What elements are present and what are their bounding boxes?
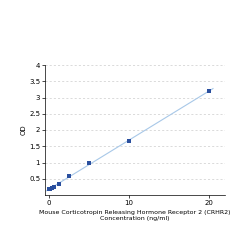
X-axis label: Mouse Corticotropin Releasing Hormone Receptor 2 (CRHR2)
Concentration (ng/ml): Mouse Corticotropin Releasing Hormone Re… [39, 210, 231, 221]
Point [48, 187, 52, 191]
Point [52, 184, 56, 188]
Point [47, 187, 51, 191]
Point [67, 174, 71, 178]
Point [87, 160, 91, 164]
Y-axis label: OD: OD [20, 125, 26, 135]
Point [207, 89, 211, 93]
Point [57, 182, 61, 186]
Point [127, 140, 131, 143]
Point [50, 186, 54, 190]
